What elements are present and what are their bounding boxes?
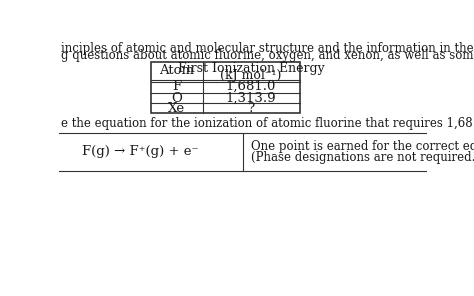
Text: (Phase designations are not required.): (Phase designations are not required.) — [251, 151, 474, 164]
Bar — [151, 62, 300, 113]
Text: 1,313.9: 1,313.9 — [226, 92, 276, 105]
Text: First Ionization Energy: First Ionization Energy — [178, 62, 324, 75]
Text: F: F — [172, 80, 181, 93]
Text: One point is earned for the correct equatio: One point is earned for the correct equa… — [251, 140, 474, 153]
Text: Xe: Xe — [168, 102, 185, 115]
Text: (kJ mol⁻¹): (kJ mol⁻¹) — [220, 69, 282, 82]
Text: e the equation for the ionization of atomic fluorine that requires 1,681.0 kJ mo: e the equation for the ionization of ato… — [61, 117, 474, 130]
Text: O: O — [171, 92, 182, 105]
Text: ?: ? — [247, 102, 255, 115]
Text: 1,681.0: 1,681.0 — [226, 80, 276, 93]
Text: g questions about atomic fluorine, oxygen, and xenon, as well as some of their c: g questions about atomic fluorine, oxyge… — [61, 49, 474, 62]
Text: F(g) → F⁺(g) + e⁻: F(g) → F⁺(g) + e⁻ — [82, 145, 199, 158]
Text: inciples of atomic and molecular structure and the information in the table belo: inciples of atomic and molecular structu… — [61, 42, 474, 55]
Text: Atom: Atom — [159, 65, 194, 78]
